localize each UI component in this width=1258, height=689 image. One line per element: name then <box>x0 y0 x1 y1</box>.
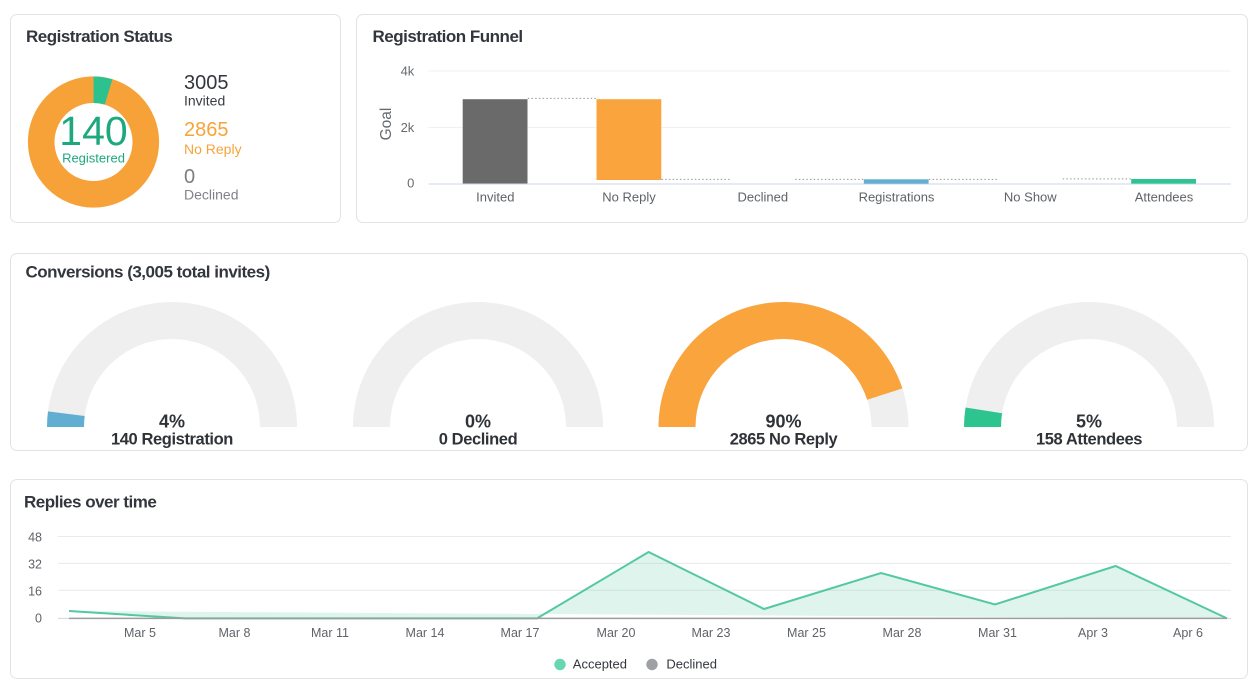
svg-text:Mar 11: Mar 11 <box>311 626 349 640</box>
svg-text:32: 32 <box>28 557 42 571</box>
svg-text:0: 0 <box>35 611 42 625</box>
svg-text:Apr 3: Apr 3 <box>1078 626 1108 640</box>
svg-text:4k: 4k <box>401 64 415 79</box>
svg-text:Attendees: Attendees <box>1135 189 1194 204</box>
svg-text:140: 140 <box>59 108 127 154</box>
svg-text:Invited: Invited <box>476 189 514 204</box>
svg-text:Registration Status: Registration Status <box>26 27 172 46</box>
svg-text:48: 48 <box>28 531 42 545</box>
svg-text:Apr 6: Apr 6 <box>1173 626 1203 640</box>
svg-text:Registration Funnel: Registration Funnel <box>373 27 523 46</box>
svg-text:Replies over time: Replies over time <box>24 493 156 512</box>
svg-text:Mar 28: Mar 28 <box>883 626 922 640</box>
svg-text:Mar 17: Mar 17 <box>501 626 540 640</box>
svg-text:140 Registration: 140 Registration <box>111 431 233 449</box>
svg-text:No Reply: No Reply <box>184 141 242 157</box>
svg-text:Mar 25: Mar 25 <box>787 626 826 640</box>
svg-text:0: 0 <box>184 166 195 188</box>
svg-text:Mar 5: Mar 5 <box>124 626 156 640</box>
svg-text:Goal: Goal <box>378 108 395 141</box>
svg-text:Conversions (3,005 total invit: Conversions (3,005 total invites) <box>26 263 270 282</box>
svg-text:Mar 8: Mar 8 <box>219 626 251 640</box>
svg-text:Declined: Declined <box>738 189 789 204</box>
svg-text:158 Attendees: 158 Attendees <box>1036 431 1142 449</box>
svg-text:Registered: Registered <box>62 150 125 165</box>
svg-text:Mar 20: Mar 20 <box>597 626 636 640</box>
svg-text:2865 No Reply: 2865 No Reply <box>730 431 839 449</box>
svg-text:16: 16 <box>28 584 42 598</box>
svg-text:Invited: Invited <box>184 93 225 109</box>
svg-text:4%: 4% <box>159 412 185 432</box>
svg-text:2k: 2k <box>401 120 415 135</box>
svg-text:0%: 0% <box>465 412 491 432</box>
svg-text:Registrations: Registrations <box>859 189 935 204</box>
svg-text:Mar 31: Mar 31 <box>978 626 1017 640</box>
svg-text:Declined: Declined <box>184 187 238 203</box>
svg-text:Mar 23: Mar 23 <box>692 626 731 640</box>
svg-text:Accepted: Accepted <box>573 657 627 672</box>
svg-text:No Reply: No Reply <box>602 189 656 204</box>
svg-text:2865: 2865 <box>184 119 229 141</box>
svg-text:0: 0 <box>407 175 414 190</box>
svg-text:No Show: No Show <box>1004 189 1057 204</box>
svg-text:90%: 90% <box>765 412 801 432</box>
svg-text:Mar 14: Mar 14 <box>406 626 445 640</box>
svg-text:3005: 3005 <box>184 72 229 94</box>
svg-text:Declined: Declined <box>666 657 717 672</box>
svg-text:5%: 5% <box>1076 412 1102 432</box>
svg-text:0 Declined: 0 Declined <box>439 431 518 449</box>
